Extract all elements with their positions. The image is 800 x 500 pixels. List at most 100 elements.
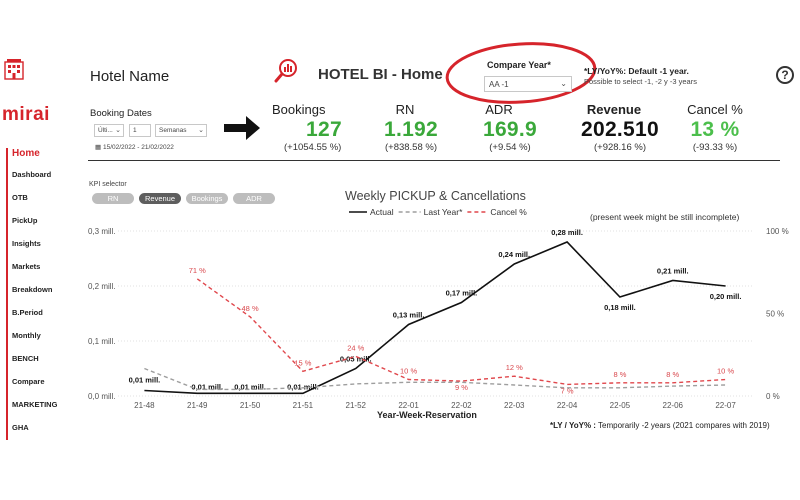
period-mode-select[interactable]: Últi... ⌄ xyxy=(94,124,124,137)
footer-note-label: *LY / YoY% : xyxy=(550,421,596,430)
data-label: 8 % xyxy=(666,370,679,379)
y2-tick-label: 0 % xyxy=(766,392,780,401)
kpi-rn: RN 1.192 (+838.58 %) xyxy=(376,102,446,153)
header-divider xyxy=(88,160,780,161)
data-label: 0,28 mill. xyxy=(551,228,583,237)
kpi-cancel: Cancel % 13 % (-93.33 %) xyxy=(680,102,750,153)
kpi-label: Revenue xyxy=(586,102,642,117)
period-count-value: 1 xyxy=(133,127,137,134)
y2-tick-label: 100 % xyxy=(766,227,789,236)
kpi-label: ADR xyxy=(485,102,513,117)
data-label: 0,17 mill. xyxy=(446,289,478,298)
x-tick-label: 22-02 xyxy=(451,401,472,410)
sidebar-item-pickup[interactable]: PickUp xyxy=(12,216,38,225)
mirai-logo: mirai xyxy=(2,104,50,125)
y-tick-label: 0,3 mill. xyxy=(88,227,116,236)
series-line xyxy=(144,241,726,395)
x-tick-label: 21-52 xyxy=(346,401,367,410)
help-button[interactable]: ? xyxy=(776,66,794,84)
sidebar-item-otb[interactable]: OTB xyxy=(12,193,28,202)
x-axis-title: Year-Week-Reservation xyxy=(377,410,477,420)
data-label: 0,01 mill. xyxy=(287,382,319,391)
compare-year-value: AA -1 xyxy=(489,80,509,89)
kpi-delta: (+9.54 %) xyxy=(489,142,531,153)
highlight-ellipse xyxy=(445,42,597,104)
sidebar-item-bperiod[interactable]: B.Period xyxy=(12,308,43,317)
x-tick-label: 21-50 xyxy=(240,401,261,410)
app-title: HOTEL BI - Home xyxy=(318,66,443,83)
kpi-selector-label: KPI selector xyxy=(89,181,127,188)
search-chart-icon xyxy=(274,59,297,83)
x-tick-label: 22-03 xyxy=(504,401,525,410)
data-label: 7 % xyxy=(561,386,574,395)
kpi-label: RN xyxy=(395,102,415,117)
kpi-value: 1.192 xyxy=(383,118,439,141)
x-tick-label: 21-51 xyxy=(293,401,314,410)
kpi-value: 202.510 xyxy=(580,118,659,141)
kpi-option-bookings[interactable]: Bookings xyxy=(186,193,228,204)
data-label: 15 % xyxy=(294,358,311,367)
kpi-option-adr[interactable]: ADR xyxy=(233,193,275,204)
sidebar-item-dashboard[interactable]: Dashboard xyxy=(12,170,52,179)
sidebar-item-gha[interactable]: GHA xyxy=(12,423,29,432)
kpi-value: 13 % xyxy=(690,118,740,141)
period-unit-value: Semanas xyxy=(159,127,187,134)
sidebar-item-breakdown[interactable]: Breakdown xyxy=(12,285,53,294)
kpi-delta: (+928.16 %) xyxy=(593,142,647,153)
period-count-input[interactable]: 1 xyxy=(129,124,151,137)
data-label: 0,13 mill. xyxy=(393,311,425,320)
sidebar-item-marketing[interactable]: MARKETING xyxy=(12,400,58,409)
x-tick-label: 21-48 xyxy=(134,401,155,410)
chart-title: Weekly PICKUP & Cancellations xyxy=(345,189,526,203)
booking-dates-label: Booking Dates xyxy=(90,108,152,119)
compare-year-select[interactable]: AA -1 ⌄ xyxy=(484,76,572,92)
period-unit-select[interactable]: Semanas ⌄ xyxy=(155,124,207,137)
x-tick-label: 21-49 xyxy=(187,401,208,410)
sidebar-item-monthly[interactable]: Monthly xyxy=(12,331,41,340)
kpi-delta: (+838.58 %) xyxy=(384,142,438,153)
kpi-revenue: Revenue 202.510 (+928.16 %) xyxy=(570,102,670,153)
data-label: 0,21 mill. xyxy=(657,267,689,276)
kpi-option-revenue[interactable]: Revenue xyxy=(139,193,181,204)
y-tick-label: 0,1 mill. xyxy=(88,337,116,346)
series-line xyxy=(196,278,726,386)
chevron-down-icon: ⌄ xyxy=(198,127,204,134)
data-label: 9 % xyxy=(455,383,468,392)
legend-label: Last Year* xyxy=(424,207,463,217)
data-label: 10 % xyxy=(717,367,734,376)
x-tick-label: 22-01 xyxy=(398,401,419,410)
x-tick-label: 22-05 xyxy=(610,401,631,410)
y2-tick-label: 50 % xyxy=(766,310,784,319)
kpi-label: Bookings xyxy=(272,102,326,117)
y-tick-label: 0,2 mill. xyxy=(88,282,116,291)
data-label: 0,01 mill. xyxy=(129,376,161,385)
date-range[interactable]: ▦ 15/02/2022 - 21/02/2022 xyxy=(95,143,174,151)
sidebar-item-bench[interactable]: BENCH xyxy=(12,354,39,363)
x-tick-label: 22-07 xyxy=(715,401,736,410)
ly-note-title: *LY/YoY%: Default -1 year. xyxy=(584,66,689,76)
sidebar-item-home[interactable]: Home xyxy=(12,148,40,159)
kpi-adr: ADR 169.9 (+9.54 %) xyxy=(474,102,546,153)
data-label: 48 % xyxy=(242,304,259,313)
sidebar-item-insights[interactable]: Insights xyxy=(12,239,41,248)
sidebar-item-compare[interactable]: Compare xyxy=(12,377,45,386)
hotel-building-icon xyxy=(4,59,24,80)
data-label: 71 % xyxy=(189,266,206,275)
data-label: 24 % xyxy=(347,343,364,352)
data-label: 0,18 mill. xyxy=(604,303,636,312)
kpi-delta: (-93.33 %) xyxy=(692,142,738,153)
sidebar-accent-bar xyxy=(6,148,8,440)
ly-note-sub: Possible to select -1, -2 y -3 years xyxy=(584,77,697,86)
legend-label: Cancel % xyxy=(490,207,527,217)
kpi-option-rn[interactable]: RN xyxy=(92,193,134,204)
data-label: 0,05 mill. xyxy=(340,355,372,364)
compare-year-label: Compare Year* xyxy=(487,60,551,70)
kpi-bookings: Bookings 127 (+1054.55 %) xyxy=(272,102,372,153)
date-range-text: 15/02/2022 - 21/02/2022 xyxy=(102,144,174,151)
kpi-label: Cancel % xyxy=(687,102,743,117)
y-tick-label: 0,0 mill. xyxy=(88,392,116,401)
x-tick-label: 22-06 xyxy=(663,401,684,410)
sidebar-item-markets[interactable]: Markets xyxy=(12,262,41,271)
chevron-down-icon: ⌄ xyxy=(560,79,567,88)
